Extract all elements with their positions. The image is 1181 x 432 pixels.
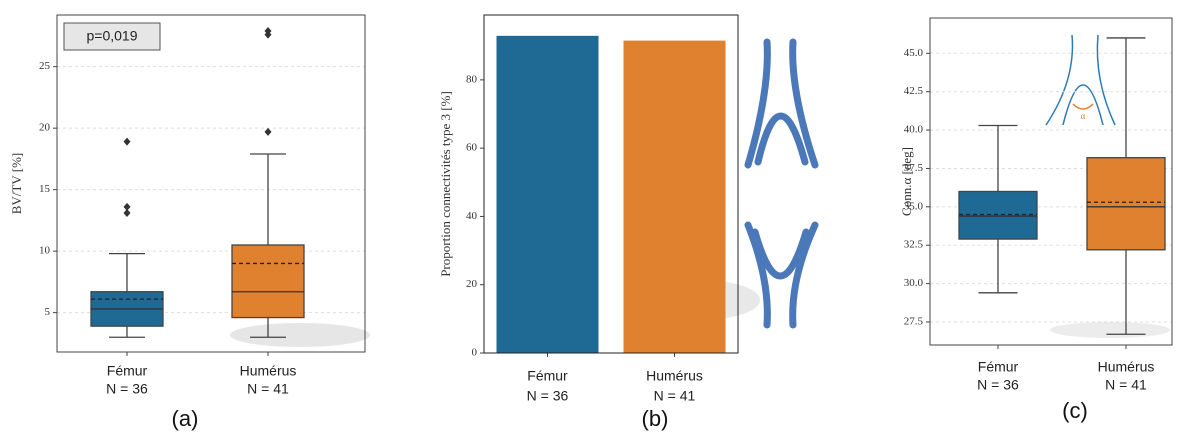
count-label: N = 41: [247, 381, 289, 397]
box: [231, 244, 305, 319]
background-smudge: [230, 323, 370, 347]
box: [958, 190, 1038, 240]
count-label: N = 41: [1105, 377, 1147, 393]
y-tick-label: 30.0: [904, 277, 924, 289]
outlier: [123, 209, 131, 218]
y-tick-label: 27.5: [904, 316, 924, 328]
outlier: [264, 127, 272, 136]
annotation-box: [63, 22, 161, 51]
y-tick-label: 10: [39, 245, 51, 257]
y-tick-label: 20: [39, 122, 51, 134]
y-tick-label: 20: [466, 278, 478, 290]
y-tick-label: 80: [466, 73, 478, 85]
y-tick-label: 40: [466, 210, 478, 222]
x-tick-label: Humérus: [646, 368, 703, 384]
y-tick-label: 45.0: [904, 47, 924, 59]
y-tick-label: 15: [39, 183, 51, 195]
count-label: N = 36: [977, 377, 1019, 393]
count-label: N = 41: [654, 388, 696, 404]
y-axis-label: BV/TV [%]: [9, 153, 24, 215]
y-tick-label: 0: [472, 347, 478, 359]
plot-frame: [56, 14, 366, 353]
y-tick-label: 5: [45, 306, 51, 318]
y-axis-label: Conn.α [deg]: [899, 147, 914, 216]
x-tick-label: Humérus: [240, 363, 297, 379]
inset-diagram: [1045, 34, 1116, 126]
plot-frame: [483, 14, 739, 354]
y-tick-label: 25: [39, 60, 51, 72]
outlier: [123, 202, 131, 211]
box: [1086, 157, 1166, 251]
count-label: N = 36: [106, 381, 148, 397]
background-smudge: [1050, 322, 1170, 338]
x-tick-label: Fémur: [107, 363, 148, 379]
panel-label: (a): [172, 406, 199, 431]
outlier: [123, 137, 131, 146]
y-tick-label: 42.5: [904, 85, 924, 97]
outlier: [264, 26, 272, 35]
y-axis-label: Proportion connectivités type 3 [%]: [438, 91, 453, 277]
connectivity-icon: [744, 38, 819, 329]
x-tick-label: Fémur: [978, 359, 1019, 375]
y-tick-label: 40.0: [904, 124, 924, 136]
y-tick-label: 60: [466, 142, 478, 154]
y-tick-label: 35.0: [904, 200, 924, 212]
plot-frame: [929, 17, 1173, 346]
annotation: p=0,019: [87, 28, 138, 44]
y-tick-label: 37.5: [904, 162, 924, 174]
count-label: N = 36: [527, 388, 569, 404]
panel-label: (c): [1062, 398, 1088, 423]
x-tick-label: Fémur: [527, 368, 568, 384]
panel-label: (b): [642, 406, 669, 431]
bar: [496, 35, 599, 353]
inset-label: α: [1081, 111, 1086, 121]
y-tick-label: 32.5: [904, 239, 924, 251]
bar: [623, 40, 726, 354]
x-tick-label: Humérus: [1098, 359, 1155, 375]
